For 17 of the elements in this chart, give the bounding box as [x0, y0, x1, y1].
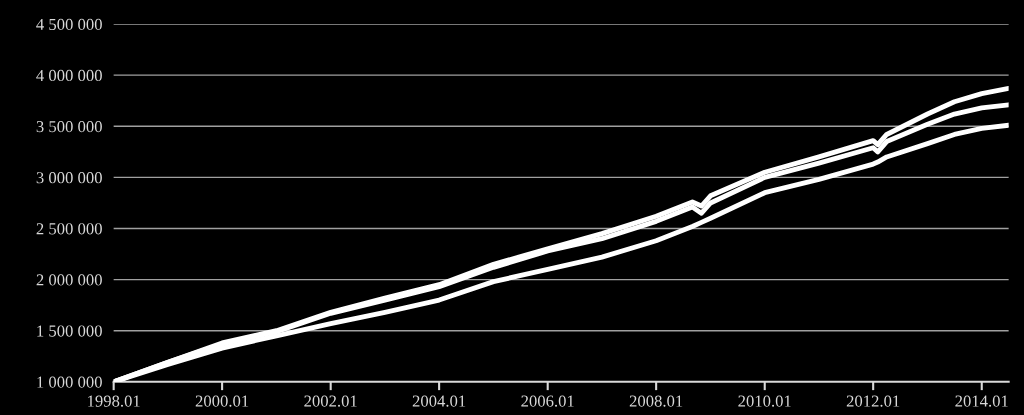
x-tick-label: 2002.01 — [304, 395, 357, 407]
y-tick-label: 4 500 000 — [36, 18, 102, 31]
x-tick-label: 2004.01 — [412, 395, 466, 407]
y-tick-label: 2 500 000 — [36, 223, 102, 235]
y-tick-label: 1 500 000 — [37, 325, 102, 337]
y-tick-label: 4 000 000 — [36, 69, 102, 82]
x-tick-label: 2006.01 — [521, 395, 574, 407]
x-tick-label: 2010.01 — [738, 395, 791, 407]
x-tick-label: 2012.01 — [846, 395, 900, 407]
x-tick-label: 2014.01 — [955, 395, 1008, 407]
y-tick-label: 2 000 000 — [36, 274, 102, 286]
y-tick-label: 3 500 000 — [36, 120, 102, 133]
x-tick-label: 2000.01 — [195, 395, 249, 407]
y-tick-label: 1 000 000 — [37, 376, 102, 388]
x-tick-label: 1998.01 — [88, 395, 140, 407]
x-tick-label: 2008.01 — [629, 395, 683, 407]
y-tick-label: 3 000 000 — [36, 172, 102, 184]
